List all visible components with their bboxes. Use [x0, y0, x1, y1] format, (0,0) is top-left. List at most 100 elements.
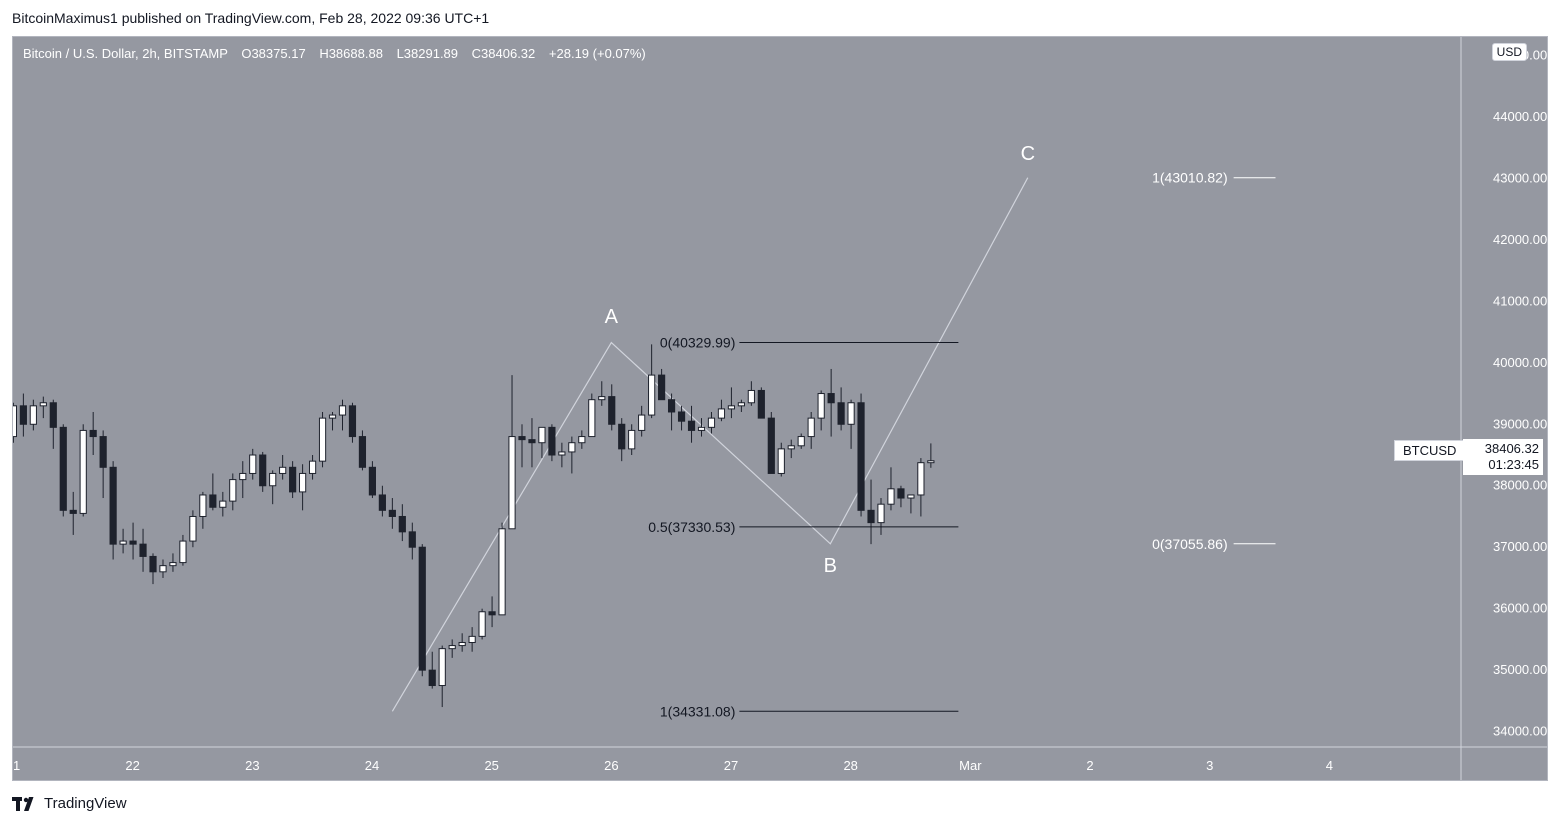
candle-body: [149, 555, 157, 573]
candle-body: [139, 543, 147, 557]
candle: [787, 439, 795, 459]
candle-body: [628, 429, 636, 450]
candle-body: [338, 405, 347, 416]
candle-body: [887, 488, 895, 505]
candle-body: [448, 645, 456, 650]
candle-body: [588, 399, 596, 438]
footer-brand-label: TradingView: [44, 795, 127, 812]
candle-body: [568, 442, 576, 453]
currency-badge[interactable]: USD: [1491, 43, 1527, 61]
candle-body: [119, 540, 127, 545]
candle: [109, 461, 117, 560]
candlestick-chart[interactable]: A B C 0(40329.99) 0.5(37330.53) 1(34331.08) 1…: [13, 37, 1547, 780]
x-tick-label: 2: [1086, 758, 1093, 773]
candle: [229, 473, 237, 511]
candle: [408, 522, 416, 560]
wave-line: [391, 177, 1029, 712]
y-tick-label: 34000.00: [1493, 724, 1547, 739]
x-tick-label: 26: [604, 758, 618, 773]
y-tick-label: 41000.00: [1493, 293, 1547, 308]
candle-body: [797, 436, 805, 447]
candle: [328, 411, 337, 431]
candle-body: [209, 494, 217, 508]
candle-body: [578, 436, 586, 444]
candle-body: [398, 515, 406, 533]
candle-body: [608, 396, 616, 425]
candle: [199, 491, 207, 529]
fib-layer: 0(40329.99) 0.5(37330.53) 1(34331.08) 1(430…: [648, 170, 1276, 719]
candle: [717, 399, 726, 422]
low-value: 38291.89: [403, 46, 459, 61]
candle-body: [189, 515, 197, 542]
candle: [79, 424, 87, 517]
candle-body: [269, 472, 277, 487]
candle: [757, 387, 765, 419]
y-tick-label: 36000.00: [1493, 601, 1547, 616]
y-tick-label: 39000.00: [1493, 416, 1547, 431]
candle: [638, 405, 646, 437]
candle-body: [428, 669, 436, 687]
candle: [209, 473, 217, 511]
candle-body: [767, 417, 775, 474]
candle-body: [249, 454, 257, 474]
x-tick-label: 4: [1326, 758, 1333, 773]
candle: [388, 498, 396, 529]
candle: [478, 608, 486, 640]
candle: [289, 461, 297, 499]
candle-body: [717, 408, 726, 419]
candle-body: [648, 374, 656, 416]
x-tick-label: 21: [13, 758, 20, 773]
candle-body: [757, 389, 765, 419]
candle: [448, 639, 456, 658]
open-value: 38375.17: [251, 46, 306, 61]
candle-body: [857, 402, 865, 511]
candle-body: [318, 417, 327, 462]
candle-body: [488, 611, 496, 616]
candle-body: [49, 402, 57, 428]
candle-body: [388, 509, 396, 517]
x-tick-label: 22: [125, 758, 139, 773]
candle: [548, 424, 556, 462]
fib-level-label: 0(40329.99): [660, 335, 736, 351]
candle-body: [747, 389, 755, 404]
candle: [917, 458, 925, 517]
candle-body: [558, 451, 566, 456]
candle-body: [179, 540, 187, 564]
candle: [189, 510, 197, 548]
candle-layer: [13, 344, 935, 708]
candle: [588, 393, 596, 438]
open-label: O: [241, 46, 252, 61]
candle: [807, 411, 815, 449]
candle: [797, 433, 805, 449]
high-label: H: [319, 46, 329, 61]
candle: [867, 479, 875, 545]
candle-body: [897, 488, 905, 499]
candle: [299, 464, 307, 511]
candle-body: [89, 429, 97, 438]
fib-level-label: 0.5(37330.53): [648, 519, 735, 535]
candle: [358, 430, 367, 471]
chart-panel[interactable]: A B C 0(40329.99) 0.5(37330.53) 1(34331.08) 1…: [12, 36, 1548, 781]
candle-body: [219, 500, 227, 508]
footer-brand[interactable]: TradingView: [12, 795, 127, 812]
candle: [727, 387, 736, 419]
y-tick-label: 40000.00: [1493, 355, 1547, 370]
candle: [618, 418, 626, 462]
countdown: 01:23:45: [1488, 457, 1539, 472]
candle-body: [528, 439, 536, 444]
candle-body: [638, 414, 646, 431]
candle-body: [29, 405, 37, 425]
x-tick-label: 28: [843, 758, 857, 773]
candle-body: [39, 402, 47, 407]
candle-body: [737, 402, 745, 407]
candle: [538, 426, 546, 459]
candle: [398, 504, 406, 542]
y-tick-label: 42000.00: [1493, 232, 1547, 247]
candle: [498, 522, 506, 616]
candle: [827, 368, 835, 437]
low-label: L: [396, 46, 404, 61]
candle-body: [79, 429, 87, 514]
y-tick-label: 43000.00: [1493, 170, 1547, 185]
candle: [179, 534, 187, 566]
candle-body: [927, 460, 935, 464]
